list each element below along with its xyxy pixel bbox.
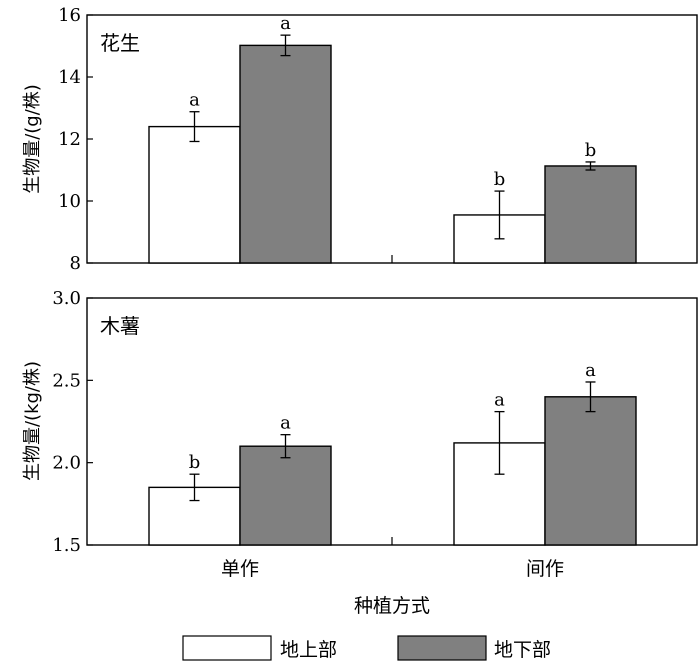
panel-cassava-label: 木薯	[100, 314, 140, 338]
legend-label-belowground: 地下部	[494, 639, 551, 661]
panel-peanut-label: 花生	[100, 31, 140, 55]
y-tick-label: 16	[58, 5, 81, 26]
panel-peanut-ylabel: 生物量/(g/株)	[22, 84, 43, 194]
panel-cassava-ylabel: 生物量/(kg/株)	[22, 361, 43, 481]
significance-letter: a	[585, 360, 596, 381]
significance-letter: a	[189, 90, 200, 111]
legend-label-aboveground: 地上部	[280, 639, 337, 661]
legend: 地上部 地下部	[182, 635, 551, 661]
significance-letter: a	[280, 413, 291, 434]
y-tick-label: 8	[70, 253, 81, 274]
y-tick-label: 2.5	[52, 370, 81, 391]
significance-letter: a	[494, 390, 505, 411]
bar	[239, 44, 332, 264]
bar	[148, 125, 241, 264]
legend-swatch-aboveground	[182, 635, 272, 661]
y-tick-label: 14	[58, 67, 81, 88]
bar	[544, 396, 637, 546]
x-category-monoculture: 单作	[221, 558, 259, 580]
bar	[544, 165, 637, 264]
significance-letter: b	[494, 169, 506, 190]
significance-letter: b	[585, 140, 597, 161]
panel-peanut: 花生 生物量/(g/株) 8 10 12 14 16 a b a b	[22, 5, 698, 274]
panel-cassava: 木薯 生物量/(kg/株) 1.5 2.0 2.5 3.0 b a a a	[22, 288, 698, 556]
significance-letter: b	[189, 452, 201, 473]
x-axis-label: 种植方式	[354, 595, 430, 617]
x-category-intercropping: 间作	[526, 558, 564, 580]
bar	[239, 445, 332, 546]
y-tick-label: 2.0	[52, 453, 81, 474]
y-tick-label: 3.0	[52, 288, 81, 309]
y-tick-label: 12	[58, 129, 81, 150]
legend-swatch-belowground	[397, 635, 487, 661]
y-tick-label: 10	[58, 191, 81, 212]
y-tick-label: 1.5	[52, 535, 81, 556]
significance-letter: a	[280, 13, 291, 34]
